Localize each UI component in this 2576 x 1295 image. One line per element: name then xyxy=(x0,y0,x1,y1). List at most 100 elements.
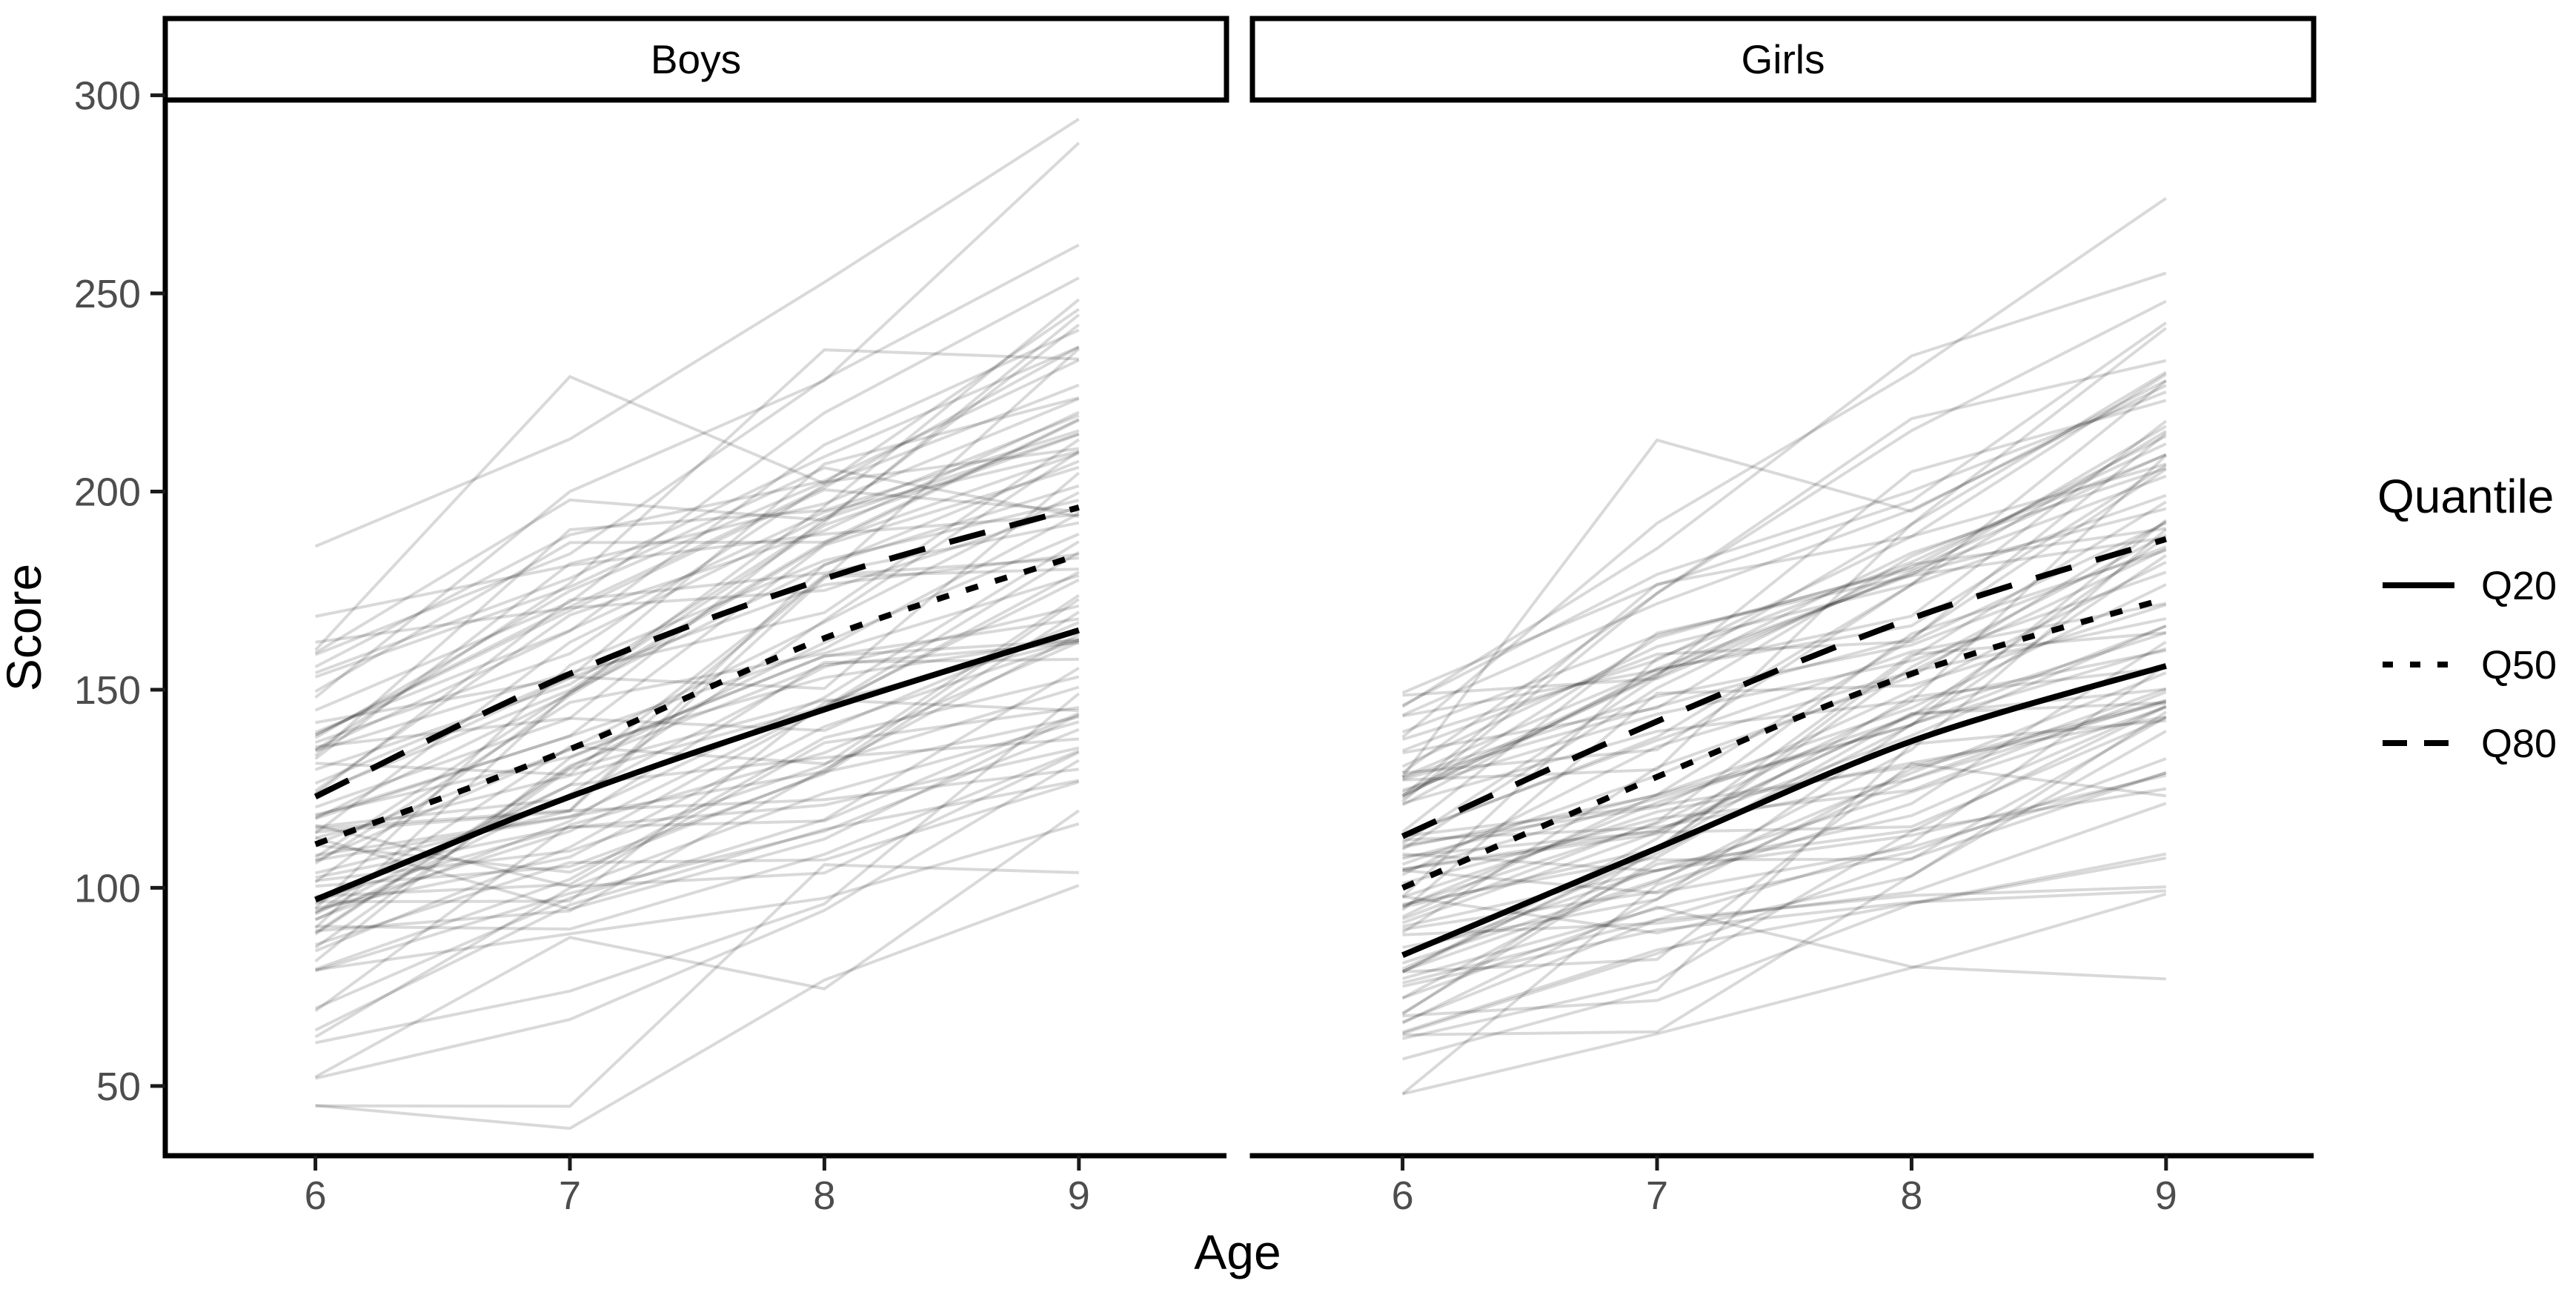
x-tick-label: 6 xyxy=(1392,1174,1414,1218)
trajectory-line xyxy=(314,348,1079,752)
x-tick-label: 7 xyxy=(1646,1174,1668,1218)
trajectory-line xyxy=(1402,730,2167,1036)
trajectory-line xyxy=(315,633,1080,933)
trajectory-line xyxy=(314,410,1080,793)
trajectory-line xyxy=(314,328,1080,751)
trajectory-line xyxy=(314,636,1080,845)
trajectory-line xyxy=(1402,699,2167,838)
trajectory-line xyxy=(315,484,1080,830)
trajectory-line xyxy=(315,713,1080,911)
trajectory-line xyxy=(1402,663,2167,985)
y-tick-label: 300 xyxy=(74,74,141,119)
trajectory-line xyxy=(314,533,1080,936)
y-axis-title: Score xyxy=(0,564,51,691)
y-tick-label: 150 xyxy=(74,668,141,713)
facet-strip-girls xyxy=(1249,16,2317,103)
trajectory-line xyxy=(314,345,1080,675)
trajectory-line xyxy=(315,712,1080,879)
trajectory-line xyxy=(314,698,1079,949)
y-tick-label: 250 xyxy=(74,272,141,316)
trajectory-line xyxy=(1402,625,2167,849)
trajectory-line xyxy=(315,822,1080,972)
trajectory-line xyxy=(1402,647,2167,949)
trajectory-line xyxy=(1402,699,2167,842)
trajectory-line xyxy=(314,779,1080,1032)
trajectory-line xyxy=(1401,359,2167,803)
trajectory-line xyxy=(1402,705,2167,873)
trajectory-line xyxy=(314,720,1080,1039)
trajectory-line xyxy=(1401,547,2167,866)
x-axis-title: Age xyxy=(1194,1225,1281,1279)
trajectory-line xyxy=(1402,631,2167,906)
trajectory-line xyxy=(1402,519,2168,873)
trajectory-line xyxy=(314,397,1080,760)
trajectory-line xyxy=(314,578,1080,913)
trajectory-line xyxy=(1402,762,2167,973)
trajectory-line xyxy=(1401,299,2167,774)
trajectory-line xyxy=(314,459,1080,930)
trajectory-line xyxy=(314,118,1080,548)
trajectory-line xyxy=(315,347,1080,834)
trajectory-line xyxy=(1402,561,2167,847)
trajectory-line xyxy=(1401,715,2167,899)
trajectory-line xyxy=(314,640,1080,1013)
trajectory-line xyxy=(1401,520,2167,934)
trajectory-line xyxy=(1401,583,2167,919)
trajectory-line xyxy=(315,750,1080,888)
trajectory-line xyxy=(315,438,1080,753)
trajectory-line xyxy=(314,417,1080,693)
trajectory-line xyxy=(314,521,1080,796)
trajectory-line xyxy=(1401,379,2167,778)
trajectory-line xyxy=(1401,536,2167,908)
trajectory-line xyxy=(314,142,1080,699)
facet-panel-boys: Boys xyxy=(162,16,1229,1131)
quantile-curve-q50-boys xyxy=(314,552,1080,848)
trajectory-line xyxy=(315,759,1080,1080)
trajectory-line xyxy=(314,809,1080,1079)
trajectory-line xyxy=(1401,522,2167,753)
trajectory-line xyxy=(315,604,1080,829)
trajectory-line xyxy=(314,243,1080,656)
axes: 50 100 150 200 250 300 6 7 8 9 6 7 8 9 Age Score xyxy=(0,74,2314,1279)
quantile-curve-q20-boys xyxy=(314,627,1080,903)
y-tick-label: 50 xyxy=(96,1065,141,1109)
trajectory-line xyxy=(315,639,1080,911)
x-tick-label: 7 xyxy=(559,1174,581,1218)
trajectory-line xyxy=(315,715,1080,874)
trajectory-line xyxy=(1401,507,2167,794)
trajectory-line xyxy=(314,570,1080,953)
trajectory-line xyxy=(1402,690,2167,885)
quantile-curve-q80-boys xyxy=(313,505,1080,799)
trajectory-line xyxy=(314,345,1080,736)
trajectory-line xyxy=(314,383,1080,744)
trajectory-line xyxy=(315,728,1080,973)
trajectory-line xyxy=(315,512,1080,818)
trajectory-line xyxy=(1402,705,2167,1040)
trajectory-line xyxy=(1402,719,2166,1061)
trajectory-line xyxy=(314,276,1080,712)
legend-label-q80: Q80 xyxy=(2481,722,2557,766)
trajectory-line xyxy=(315,692,1080,1045)
trajectory-line xyxy=(314,499,1080,910)
y-tick-label: 100 xyxy=(74,866,141,911)
quantile-curve-q20-girls xyxy=(1401,663,2167,958)
trajectory-line xyxy=(314,573,1080,865)
trajectory-line xyxy=(314,450,1080,922)
trajectory-line xyxy=(1401,379,2168,838)
trajectory-line xyxy=(1401,467,2167,845)
trajectory-line xyxy=(315,768,1080,875)
trajectory-line xyxy=(314,419,1080,884)
trajectory-line xyxy=(1401,602,2167,836)
trajectory-line xyxy=(1402,856,2167,1018)
quantile-curve-q80-girls xyxy=(1401,536,2167,839)
trajectory-line xyxy=(314,307,1080,651)
trajectory-line xyxy=(1401,885,2166,1024)
legend-title: Quantile xyxy=(2377,470,2554,523)
trajectory-line xyxy=(314,657,1079,921)
trajectory-line xyxy=(1401,322,2167,695)
trajectory-line xyxy=(314,323,1080,655)
trajectory-line xyxy=(1401,671,2167,965)
